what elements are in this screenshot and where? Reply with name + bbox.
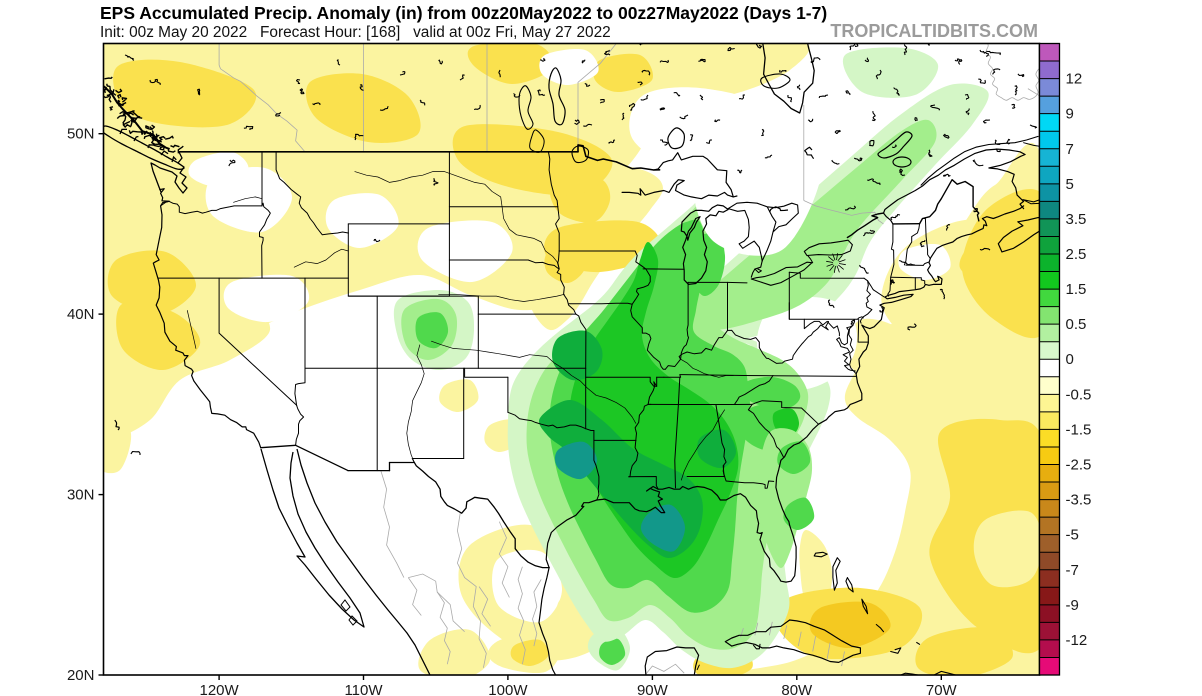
svg-text:-1.5: -1.5 — [1066, 421, 1092, 438]
svg-text:TROPICALTIDBITS.COM: TROPICALTIDBITS.COM — [830, 21, 1038, 41]
svg-text:-5: -5 — [1066, 527, 1079, 544]
svg-text:0: 0 — [1066, 351, 1074, 368]
svg-text:20N: 20N — [67, 667, 95, 684]
svg-text:-0.5: -0.5 — [1066, 386, 1092, 403]
svg-text:120W: 120W — [200, 682, 240, 696]
svg-text:40N: 40N — [67, 306, 95, 323]
svg-text:-3.5: -3.5 — [1066, 492, 1092, 509]
svg-text:0.5: 0.5 — [1066, 316, 1087, 333]
svg-text:1.5: 1.5 — [1066, 281, 1087, 298]
svg-text:100W: 100W — [488, 682, 528, 696]
svg-text:-7: -7 — [1066, 562, 1079, 579]
svg-text:-2.5: -2.5 — [1066, 457, 1092, 474]
svg-text:30N: 30N — [67, 487, 95, 504]
svg-text:3.5: 3.5 — [1066, 211, 1087, 228]
svg-text:80W: 80W — [781, 682, 813, 696]
svg-text:Init: 00z May 20 2022 Foreca: Init: 00z May 20 2022 Forecast Hour: [16… — [100, 24, 611, 41]
svg-text:-9: -9 — [1066, 597, 1079, 614]
svg-text:7: 7 — [1066, 141, 1074, 158]
svg-text:70W: 70W — [926, 682, 958, 696]
svg-text:110W: 110W — [344, 682, 383, 696]
svg-text:5: 5 — [1066, 176, 1074, 193]
svg-text:9: 9 — [1066, 106, 1074, 123]
svg-text:50N: 50N — [67, 126, 95, 143]
svg-text:90W: 90W — [637, 682, 669, 696]
svg-text:-12: -12 — [1066, 632, 1088, 649]
svg-text:12: 12 — [1066, 71, 1083, 88]
svg-text:2.5: 2.5 — [1066, 246, 1087, 263]
svg-text:EPS Accumulated Precip. Anomal: EPS Accumulated Precip. Anomaly (in) fro… — [100, 3, 827, 23]
